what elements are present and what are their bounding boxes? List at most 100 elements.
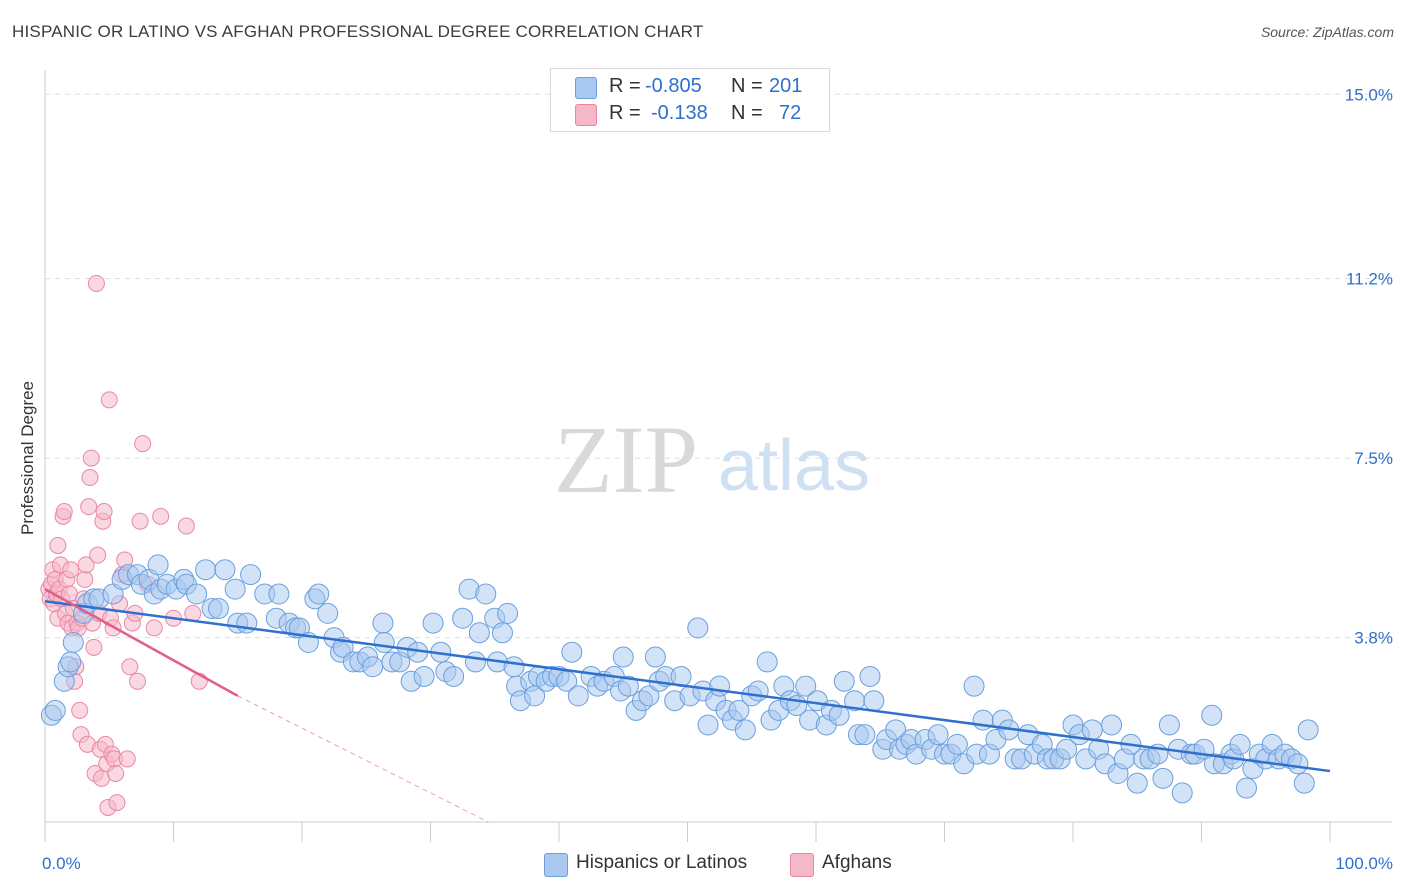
- hispanics-point: [362, 656, 384, 678]
- hispanics-point: [468, 622, 490, 644]
- afghans-point: [87, 274, 105, 292]
- hispanics-point: [372, 612, 394, 634]
- afghans-point: [85, 638, 103, 656]
- hispanics-point: [1158, 714, 1180, 736]
- afghans-point: [77, 556, 95, 574]
- x-tick-label: 100.0%: [1335, 854, 1393, 873]
- afghans-point: [108, 794, 126, 812]
- watermark-atlas: atlas: [718, 426, 870, 506]
- afghans-point: [129, 672, 147, 690]
- legend-row-afghans: R = -0.138 N = 72: [575, 102, 815, 126]
- hispanics-point: [207, 598, 229, 620]
- afghans-point: [118, 750, 136, 768]
- hispanics-point: [186, 583, 208, 605]
- hispanics-points: [40, 554, 1319, 804]
- n-value: 72: [779, 102, 802, 124]
- hispanics-point: [687, 617, 709, 639]
- afghans-point: [152, 507, 170, 525]
- afghans-point: [80, 498, 98, 516]
- y-tick-label: 3.8%: [1354, 629, 1393, 648]
- legend-label-hispanics: Hispanics or Latinos: [576, 852, 748, 873]
- afghans-point: [177, 517, 195, 535]
- hispanics-point: [373, 631, 395, 653]
- hispanics-point: [268, 583, 290, 605]
- hispanics-point: [464, 651, 486, 673]
- n-label: N =: [731, 75, 763, 97]
- hispanics-point: [697, 714, 719, 736]
- afghans-point: [100, 391, 118, 409]
- legend-label-afghans: Afghans: [822, 852, 892, 873]
- afghans-point: [76, 570, 94, 588]
- chart-title: HISPANIC OR LATINO VS AFGHAN PROFESSIONA…: [12, 22, 704, 41]
- hispanics-point: [475, 583, 497, 605]
- hispanics-point: [497, 602, 519, 624]
- hispanics-point: [617, 675, 639, 697]
- hispanics-point: [1171, 782, 1193, 804]
- hispanics-point: [1126, 772, 1148, 794]
- hispanics-point: [795, 675, 817, 697]
- afghans-points: [40, 274, 208, 816]
- legend-swatch-afghans: [790, 853, 814, 877]
- hispanics-point: [1101, 714, 1123, 736]
- r-label: R =: [609, 75, 641, 97]
- watermark: ZIP atlas: [554, 406, 870, 513]
- hispanics-point: [195, 559, 217, 581]
- hispanics-point: [1287, 753, 1309, 775]
- correlation-legend: R = -0.805 N = 201 R = -0.138 N = 72: [550, 68, 830, 132]
- y-tick-label: 15.0%: [1345, 85, 1393, 104]
- hispanics-point: [44, 699, 66, 721]
- afghans-point: [121, 658, 139, 676]
- afghans-point: [81, 469, 99, 487]
- hispanics-point: [709, 675, 731, 697]
- axes: [44, 70, 1392, 842]
- hispanics-point: [62, 631, 84, 653]
- hispanics-point: [60, 651, 82, 673]
- hispanics-trend-line: [44, 600, 1331, 773]
- hispanics-point: [747, 680, 769, 702]
- hispanics-point: [638, 685, 660, 707]
- hispanics-point: [452, 607, 474, 629]
- legend-swatch-hispanics: [544, 853, 568, 877]
- hispanics-point: [859, 665, 881, 687]
- n-label: N =: [731, 102, 763, 124]
- x-tick-label: 0.0%: [42, 854, 81, 873]
- afghans-point: [55, 502, 73, 520]
- afghans-point: [49, 536, 67, 554]
- legend-swatch-blue: [575, 77, 597, 99]
- afghans-point: [107, 764, 125, 782]
- afghans-point: [71, 701, 89, 719]
- hispanics-point: [224, 578, 246, 600]
- hispanics-point: [1293, 772, 1315, 794]
- hispanics-point: [1056, 738, 1078, 760]
- y-tick-label: 7.5%: [1354, 449, 1393, 468]
- hispanics-point: [443, 665, 465, 687]
- hispanics-point: [963, 675, 985, 697]
- hispanics-point: [561, 641, 583, 663]
- afghans-point: [93, 769, 111, 787]
- hispanics-point: [728, 699, 750, 721]
- hispanics-point: [317, 602, 339, 624]
- hispanics-point: [854, 724, 876, 746]
- grid-lines: [45, 93, 1392, 639]
- hispanics-point: [147, 554, 169, 576]
- hispanics-point: [567, 685, 589, 707]
- hispanics-point: [946, 733, 968, 755]
- hispanics-point: [413, 665, 435, 687]
- afghans-point: [145, 619, 163, 637]
- hispanics-point: [214, 559, 236, 581]
- afghans-point: [95, 502, 113, 520]
- legend-swatch-pink: [575, 104, 597, 126]
- afghans-trend-extension: [237, 695, 489, 823]
- hispanics-point: [1152, 767, 1174, 789]
- afghans-point: [62, 561, 80, 579]
- n-value: 201: [769, 75, 803, 97]
- afghans-point: [89, 546, 107, 564]
- hispanics-point: [240, 564, 262, 586]
- hispanics-point: [644, 646, 666, 668]
- hispanics-point: [422, 612, 444, 634]
- hispanics-point: [503, 656, 525, 678]
- hispanics-point: [1235, 777, 1257, 799]
- hispanics-point: [927, 724, 949, 746]
- hispanics-point: [863, 690, 885, 712]
